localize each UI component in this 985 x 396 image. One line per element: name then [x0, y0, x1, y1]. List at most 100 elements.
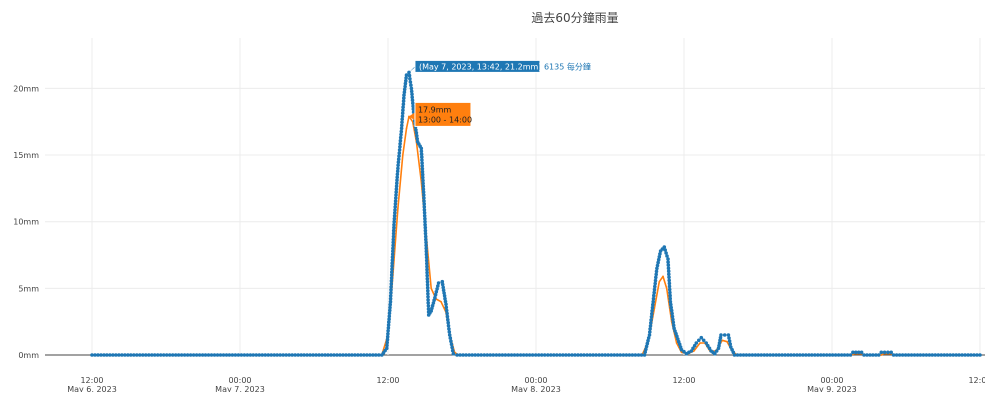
- rainfall-sample-point: [774, 353, 778, 357]
- rainfall-sample-point: [816, 353, 820, 357]
- rainfall-sample-point: [387, 317, 391, 322]
- rainfall-sample-point: [275, 353, 280, 357]
- rainfall-sample-point: [398, 145, 402, 149]
- rainfall-sample-point: [411, 107, 416, 111]
- rainfall-sample-point: [434, 290, 439, 294]
- rainfall-sample-point: [657, 254, 662, 259]
- rainfall-sample-point: [652, 287, 657, 292]
- rainfall-sample-point: [188, 353, 193, 357]
- rainfall-sample-point: [436, 284, 440, 288]
- rainfall-sample-point: [365, 353, 369, 357]
- rainfall-sample-point: [99, 353, 103, 357]
- rainfall-sample-point: [385, 337, 390, 342]
- rainfall-sample-point: [390, 267, 394, 271]
- rainfall-sample-point: [311, 353, 315, 357]
- rainfall-sample-point: [399, 132, 403, 137]
- rainfall-sample-point: [845, 353, 850, 357]
- rainfall-sample-point: [627, 353, 632, 357]
- rainfall-sample-point: [488, 353, 493, 357]
- rainfall-sample-point: [422, 208, 427, 212]
- rainfall-sample-point: [374, 353, 378, 357]
- rainfall-sample-point: [424, 258, 429, 263]
- rainfall-sample-point: [419, 146, 424, 151]
- rainfall-sample-point: [476, 353, 481, 357]
- rainfall-sample-point: [411, 104, 415, 108]
- hourly-rainfall-vertex: [405, 127, 408, 130]
- rainfall-sample-point: [651, 302, 655, 307]
- rainfall-sample-point: [164, 353, 169, 357]
- hourly-rainfall-vertex: [726, 340, 728, 343]
- rainfall-sample-point: [666, 263, 671, 267]
- rainfall-sample-point: [707, 346, 712, 351]
- rainfall-sample-point: [390, 252, 395, 257]
- rainfall-sample-point: [389, 288, 393, 292]
- rainfall-sample-point: [400, 114, 405, 119]
- rainfall-sample-point: [329, 353, 333, 357]
- rainfall-sample-point: [506, 353, 511, 357]
- rainfall-sample-point: [642, 353, 647, 357]
- rainfall-sample-point: [966, 353, 970, 357]
- rainfall-sample-point: [389, 273, 394, 277]
- rainfall-sample-point: [648, 330, 652, 334]
- rainfall-sample-point: [290, 353, 295, 357]
- rainfall-sample-point: [414, 131, 419, 135]
- rainfall-sample-point: [182, 353, 187, 357]
- rainfall-sample-point: [668, 296, 672, 301]
- rainfall-sample-point: [503, 353, 508, 357]
- rainfall-sample-point: [377, 353, 381, 357]
- rainfall-sample-point: [649, 315, 654, 319]
- rainfall-sample-point: [388, 305, 392, 310]
- rainfall-sample-point: [350, 353, 354, 357]
- rainfall-sample-point: [921, 353, 926, 357]
- rainfall-sample-point: [618, 353, 623, 357]
- rainfall-sample-point: [394, 196, 398, 200]
- rainfall-sample-point: [458, 353, 462, 357]
- rainfall-sample-point: [393, 199, 398, 203]
- rainfall-sample-point: [464, 353, 468, 357]
- rainfall-sample-point: [654, 272, 658, 277]
- rainfall-sample-point: [392, 222, 396, 227]
- rainfall-sample-point: [485, 353, 490, 357]
- x-tick-time: 12:00: [376, 376, 399, 385]
- x-tick-time: 00:00: [524, 376, 547, 385]
- rainfall-sample-point: [386, 332, 390, 336]
- rainfall-sample-point: [402, 90, 407, 94]
- rainfall-sample-point: [570, 353, 574, 357]
- rainfall-sample-point: [874, 353, 878, 357]
- rainfall-sample-point: [667, 281, 672, 286]
- tooltip-box-per-minute: [414, 59, 541, 73]
- rainfall-sample-point: [426, 301, 431, 305]
- rainfall-sample-point: [392, 214, 397, 218]
- rainfall-sample-point: [450, 345, 454, 350]
- rainfall-sample-point: [470, 353, 475, 357]
- rainfall-sample-point: [671, 323, 676, 328]
- x-tick-date: May 9, 2023: [807, 385, 857, 392]
- rainfall-sample-point: [397, 154, 401, 158]
- rainfall-sample-point: [582, 353, 586, 357]
- rainfall-sample-point: [400, 120, 404, 125]
- rainfall-sample-point: [398, 142, 402, 146]
- rainfall-sample-point: [132, 353, 136, 357]
- rainfall-sample-point: [399, 126, 404, 131]
- rainfall-sample-point: [425, 261, 429, 266]
- rainfall-sample-point: [585, 353, 589, 357]
- y-tick-label: 20mm: [13, 84, 39, 93]
- tooltip-hourly-range: 13:00 - 14:00: [418, 115, 472, 124]
- rainfall-sample-point: [750, 353, 755, 357]
- rainfall-sample-point: [573, 353, 577, 357]
- rainfall-sample-point: [404, 76, 408, 80]
- rainfall-sample-point: [442, 291, 446, 295]
- rainfall-sample-point: [630, 353, 635, 357]
- rainfall-sample-point: [391, 240, 396, 245]
- rainfall-sample-point: [326, 353, 330, 357]
- rainfall-sample-point: [254, 353, 259, 357]
- rainfall-sample-point: [446, 317, 450, 322]
- rainfall-sample-point: [963, 353, 967, 357]
- rainfall-sample-point: [392, 225, 396, 230]
- rainfall-sample-point: [654, 269, 659, 274]
- rainfall-sample-point: [561, 353, 565, 357]
- rainfall-sample-point: [385, 346, 389, 351]
- rainfall-sample-point: [467, 353, 472, 357]
- rainfall-sample-point: [606, 353, 610, 357]
- rainfall-sample-point: [105, 353, 109, 357]
